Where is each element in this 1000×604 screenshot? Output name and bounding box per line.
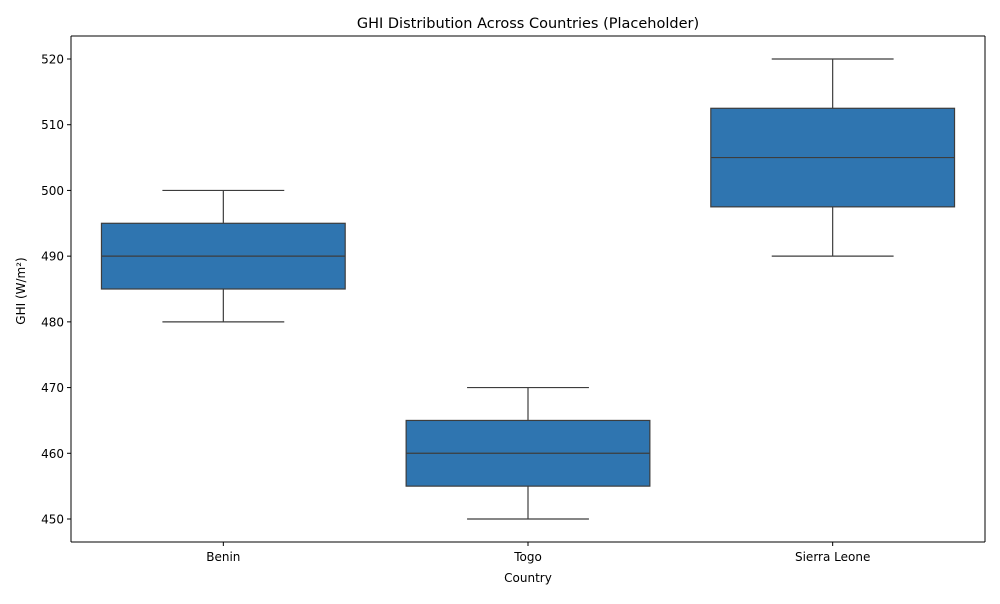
y-tick-label-450: 450: [41, 513, 64, 527]
y-tick-label-520: 520: [41, 53, 64, 67]
y-tick-label-480: 480: [41, 315, 64, 329]
plot-area: 450 460 470 480 490 500 510 520 Benin Togo Sierra …: [41, 35, 986, 564]
chart-title: GHI Distribution Across Countries (Place…: [357, 16, 699, 32]
y-tick-label-490: 490: [41, 250, 64, 264]
x-tick-label-togo: Togo: [513, 550, 542, 564]
y-tick-label-510: 510: [41, 118, 64, 132]
y-tick-label-470: 470: [41, 381, 64, 395]
y-tick-label-460: 460: [41, 447, 64, 461]
x-tick-label-benin: Benin: [206, 550, 240, 564]
y-tick-label-500: 500: [41, 184, 64, 198]
x-axis-label: Country: [504, 571, 552, 585]
y-axis-label: GHI (W/m²): [14, 257, 28, 324]
x-tick-label-sierra-leone: Sierra Leone: [795, 550, 870, 564]
